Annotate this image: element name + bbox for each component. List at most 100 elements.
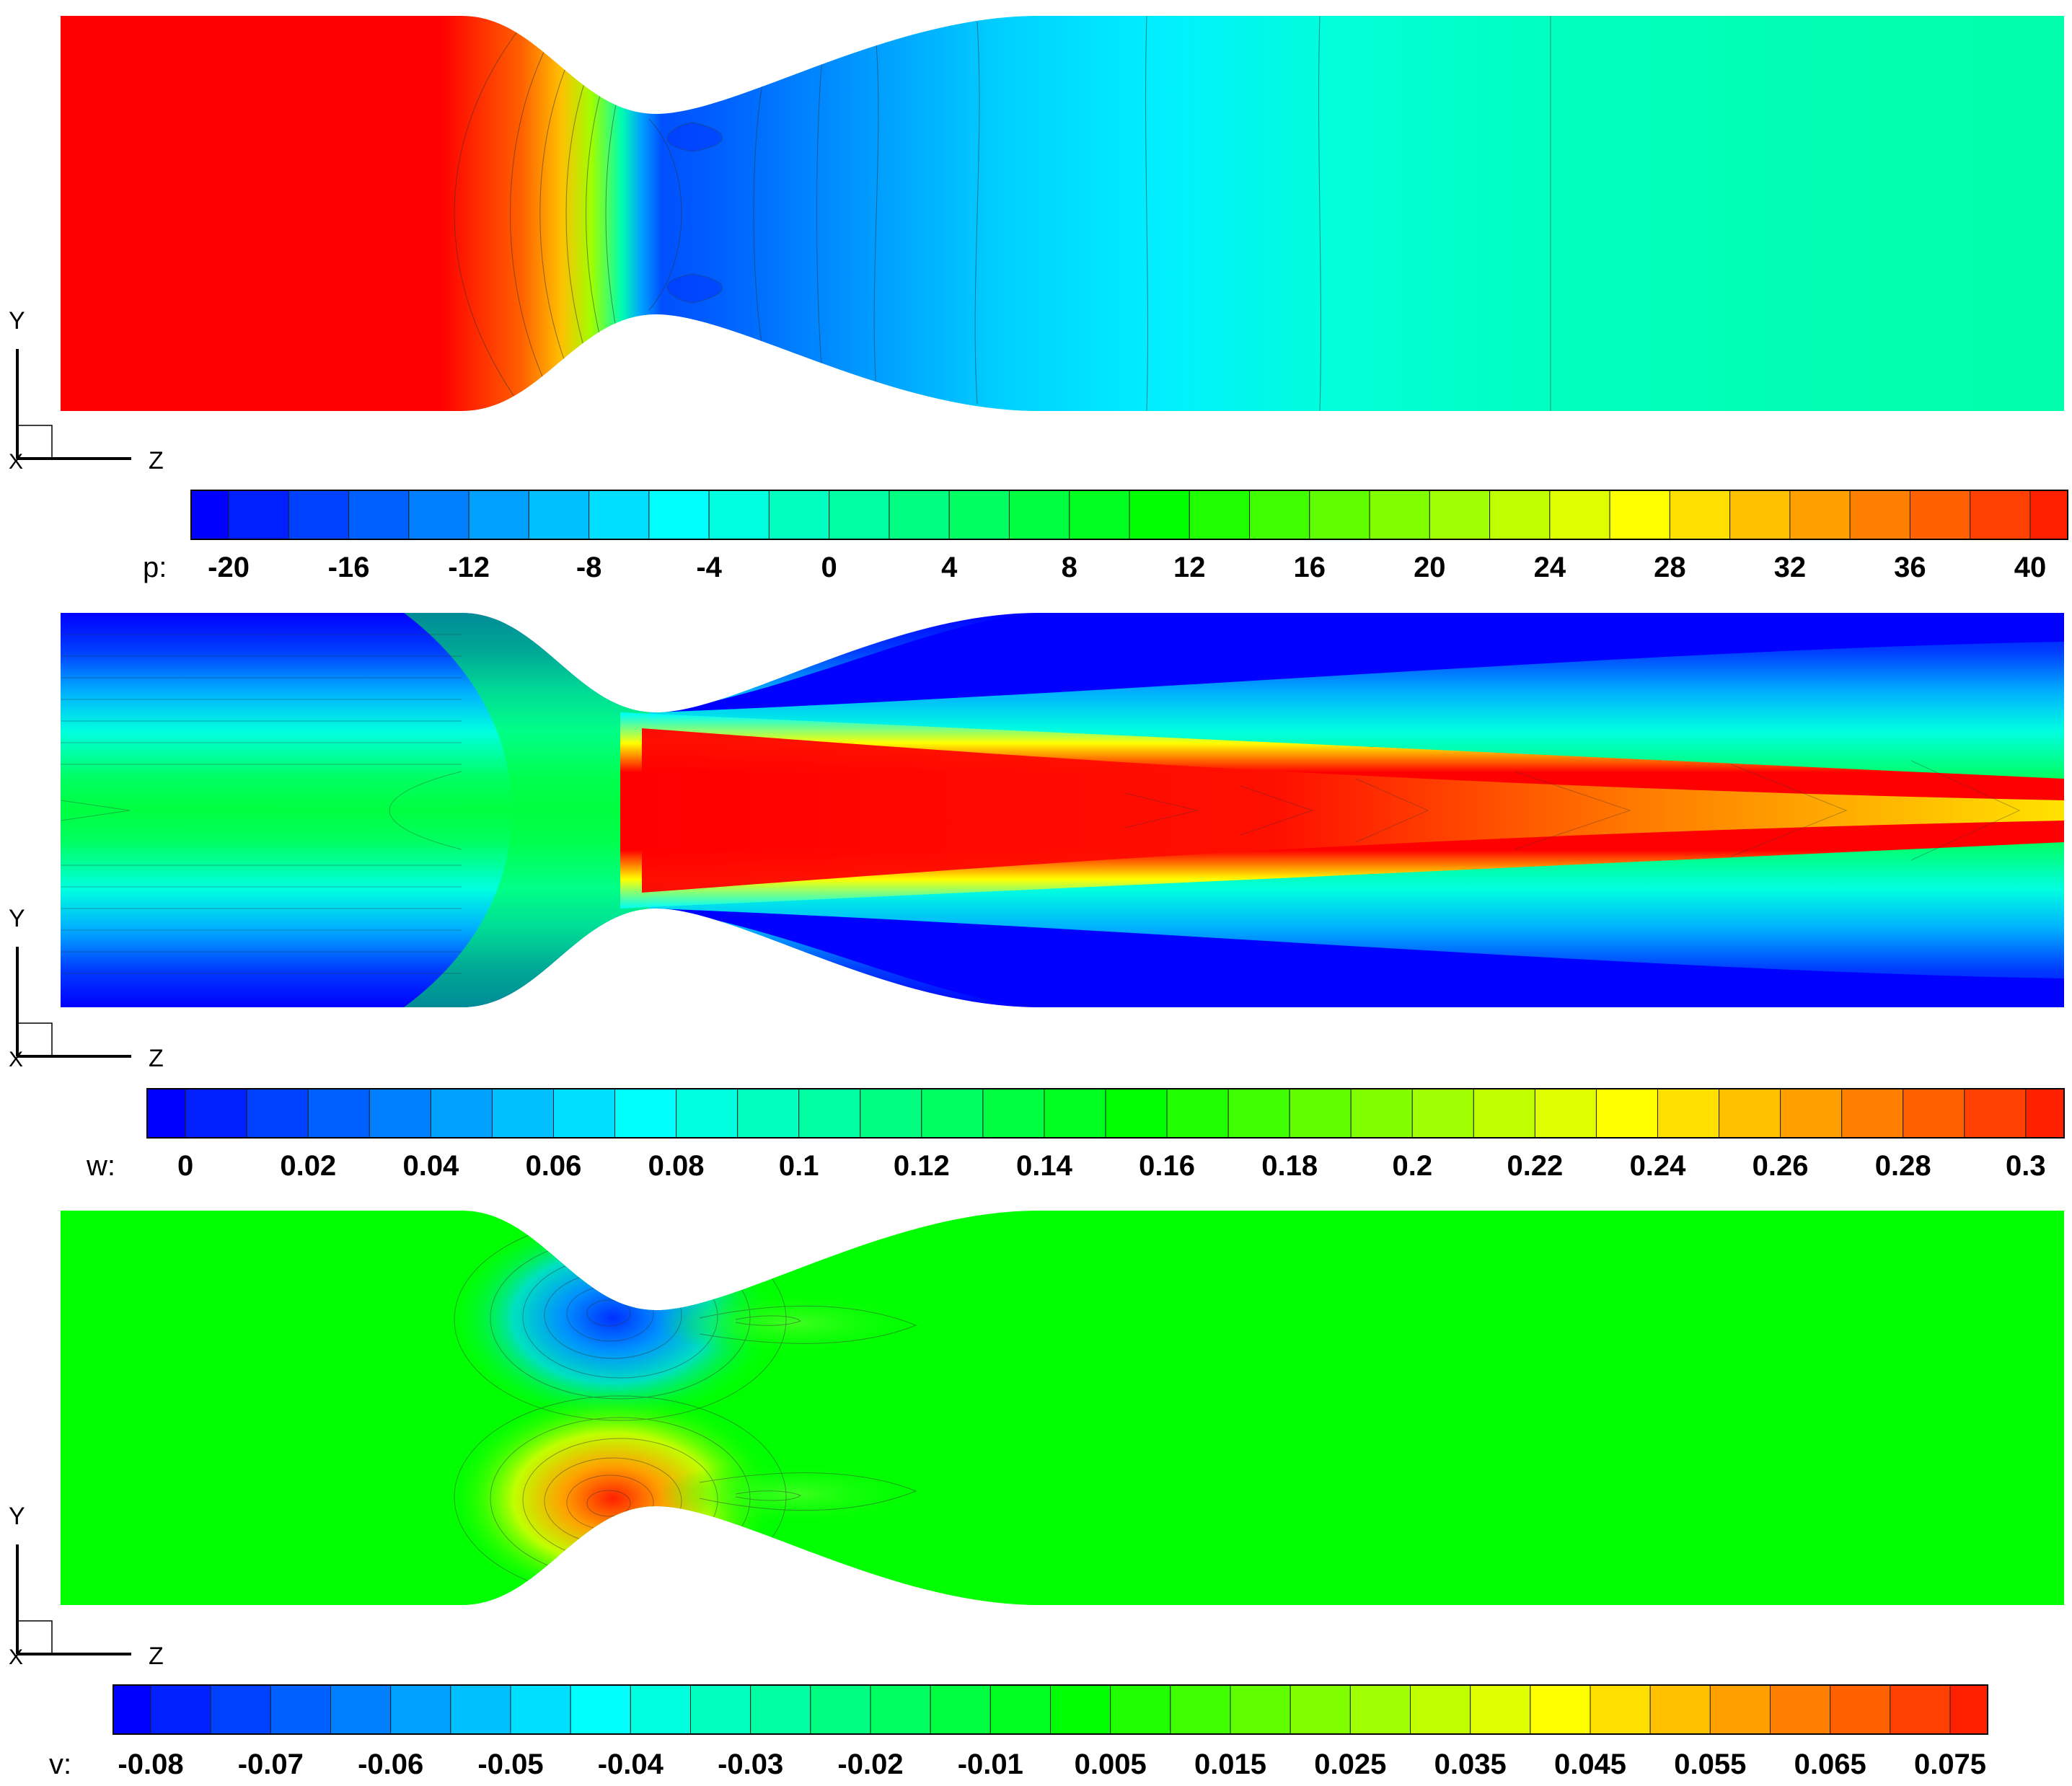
colorbar-tick-label: 0.08	[648, 1150, 705, 1182]
colorbar-band	[1530, 1684, 1591, 1735]
colorbar-tick-label: -0.05	[477, 1749, 543, 1780]
colorbar-band	[1770, 1684, 1831, 1735]
pressure-colorbar: -20 -16 -12 -8 -4 0 4 8 12 16 20 24 28 32 36 40 p:	[143, 490, 2068, 583]
colorbar-band	[1349, 1684, 1411, 1735]
colorbar-band	[1290, 1684, 1351, 1735]
pressure-legend-label: p:	[143, 552, 167, 583]
colorbar-band	[648, 490, 710, 540]
colorbar-tick-label: 4	[941, 552, 958, 583]
colorbar-band	[870, 1684, 931, 1735]
colorbar-band	[1289, 1088, 1352, 1139]
colorbar-band	[1595, 1088, 1659, 1139]
colorbar-tick-label: 0.075	[1914, 1749, 1986, 1780]
colorbar-band	[528, 490, 590, 540]
colorbar-tick-label: 0.12	[894, 1150, 950, 1182]
colorbar-tick-label: -0.07	[238, 1749, 304, 1780]
colorbar-tick-label: -16	[328, 552, 370, 583]
colorbar-band	[270, 1684, 331, 1735]
colorbar-tick-label: -20	[208, 552, 250, 583]
colorbar-tick-label: 0.045	[1554, 1749, 1626, 1780]
colorbar-tick-label: -0.04	[598, 1749, 664, 1780]
colorbar-tick-label: -12	[448, 552, 490, 583]
velocity-v-upper-lobe	[656, 1288, 930, 1358]
colorbar-band	[1369, 490, 1430, 540]
colorbar-band	[552, 1088, 616, 1139]
colorbar-band	[390, 1684, 451, 1735]
colorbar-band	[2029, 490, 2068, 540]
colorbar-band	[1411, 1088, 1474, 1139]
pressure-contour-field	[61, 16, 2064, 411]
colorbar-band	[330, 1684, 392, 1735]
colorbar-band	[1410, 1684, 1471, 1735]
colorbar-band	[1890, 1684, 1951, 1735]
colorbar-band	[1105, 1088, 1168, 1139]
colorbar-band	[810, 1684, 871, 1735]
pressure-isolines	[454, 16, 1551, 411]
colorbar-band	[1044, 1088, 1106, 1139]
velocity-v-field	[61, 1211, 2064, 1605]
colorbar-band	[1473, 1088, 1535, 1139]
colorbar-tick-label: -8	[576, 552, 602, 583]
colorbar-band	[930, 1684, 991, 1735]
colorbar-tick-label: 0.005	[1075, 1749, 1147, 1780]
colorbar-band	[989, 1684, 1052, 1735]
colorbar-tick-label: 24	[1534, 552, 1566, 583]
axis-label-x: X	[9, 450, 23, 474]
axis-label-y: Y	[9, 307, 25, 335]
colorbar-tick-label: 20	[1414, 552, 1446, 583]
axis-label-x: X	[9, 1048, 23, 1071]
colorbar-tick-label: 0.065	[1794, 1749, 1866, 1780]
colorbar-tick-label: 8	[1062, 552, 1077, 583]
colorbar-band	[1780, 1088, 1843, 1139]
colorbar-band	[430, 1088, 493, 1139]
colorbar-band	[1657, 1088, 1720, 1139]
colorbar-band	[307, 1088, 370, 1139]
colorbar-tick-label: 0	[177, 1150, 193, 1182]
velocity-v-legend-label: v:	[49, 1749, 71, 1780]
colorbar-band	[1249, 490, 1310, 540]
axis-label-z: Z	[149, 1643, 164, 1670]
colorbar-band	[510, 1684, 571, 1735]
colorbar-band	[1590, 1684, 1651, 1735]
colorbar-band	[630, 1684, 691, 1735]
colorbar-tick-label: 32	[1774, 552, 1807, 583]
colorbar-band	[1970, 490, 2031, 540]
velocity-w-recirculation-top	[656, 613, 2064, 712]
colorbar-tick-label: -0.03	[718, 1749, 783, 1780]
colorbar-tick-label: 0.28	[1875, 1150, 1931, 1182]
axis-triad-w: Y Z X	[9, 905, 164, 1072]
colorbar-tick-label: 0.06	[526, 1150, 582, 1182]
colorbar-band	[246, 1088, 309, 1139]
axis-label-z: Z	[149, 447, 164, 474]
colorbar-tick-label: 0.24	[1630, 1150, 1687, 1182]
colorbar-tick-label: 0.04	[402, 1150, 459, 1182]
velocity-v-colorbar: -0.08 -0.07 -0.06 -0.05 -0.04 -0.03 -0.02 -0.01…	[49, 1684, 1988, 1780]
colorbar-band	[369, 1088, 431, 1139]
colorbar-frame	[146, 1088, 2065, 1139]
colorbar-band	[1549, 490, 1610, 540]
colorbar-tick-label: -0.01	[958, 1749, 1023, 1780]
colorbar-band	[228, 490, 289, 540]
colorbar-tick-label: 0.18	[1261, 1150, 1318, 1182]
colorbar-tick-label: 28	[1654, 552, 1686, 583]
colorbar-band	[768, 490, 830, 540]
colorbar-tick-label: 36	[1894, 552, 1926, 583]
axis-triad-v: Y Z X	[9, 1503, 164, 1670]
colorbar-band	[210, 1684, 271, 1735]
colorbar-band	[1903, 1088, 1965, 1139]
colorbar-band	[1609, 490, 1670, 540]
colorbar-tick-label: 40	[2014, 552, 2047, 583]
colorbar-band	[1849, 490, 1910, 540]
colorbar-tick-label: -0.06	[358, 1749, 423, 1780]
colorbar-band	[948, 490, 1010, 540]
colorbar-band	[1309, 490, 1370, 540]
colorbar-tick-label: 0.22	[1507, 1150, 1563, 1182]
axis-label-z: Z	[149, 1045, 164, 1072]
colorbar-band	[982, 1088, 1045, 1139]
velocity-w-jet-center	[642, 728, 2064, 893]
colorbar-tick-label: 0.025	[1314, 1749, 1386, 1780]
colorbar-band	[190, 490, 229, 540]
colorbar-tick-label: 0	[821, 552, 837, 583]
colorbar-tick-label: 16	[1294, 552, 1326, 583]
colorbar-band	[288, 490, 350, 540]
